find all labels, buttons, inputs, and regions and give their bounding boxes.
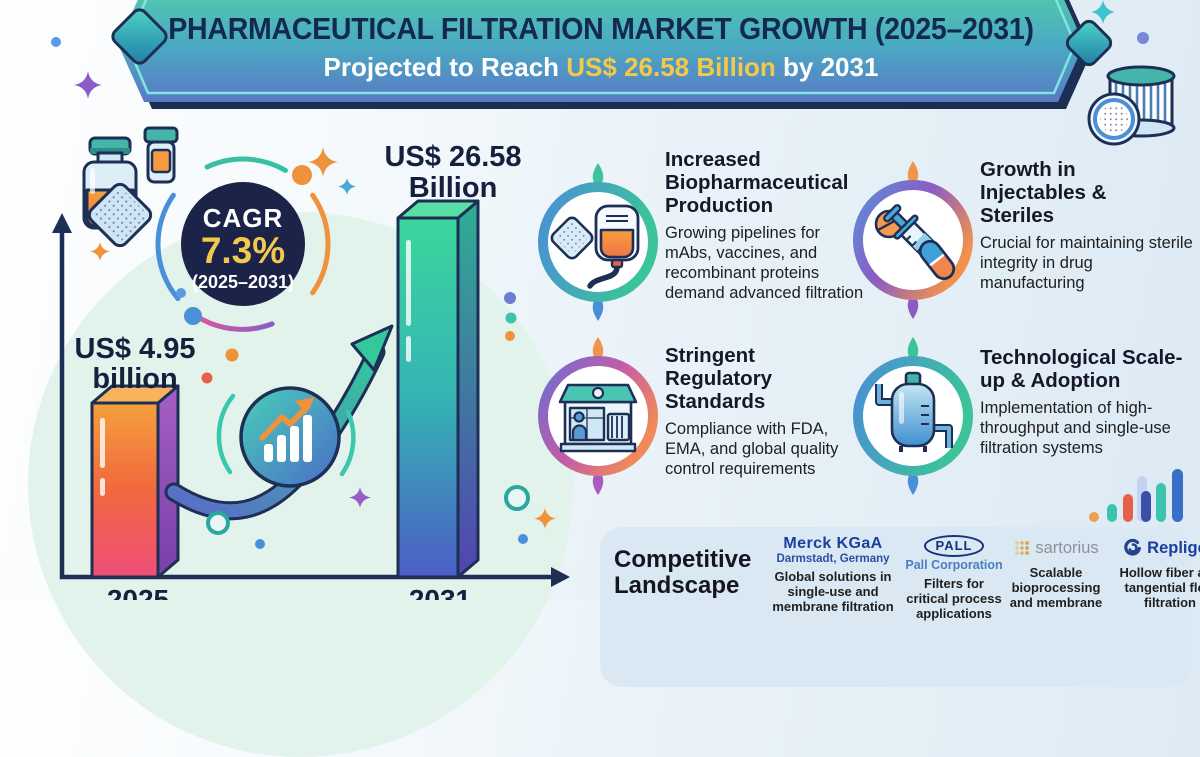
subtitle-highlight: US$ 26.58 Billion <box>566 52 776 82</box>
title-banner: PHARMACEUTICAL FILTRATION MARKET GROWTH … <box>118 0 1084 102</box>
banner-background <box>118 0 1084 102</box>
company-merck: Merck KGaA Darmstadt, Germany Global sol… <box>762 535 904 687</box>
growth-chart-icon <box>216 386 356 488</box>
subtitle-prefix: Projected to Reach <box>323 52 567 82</box>
page-subtitle: Projected to Reach US$ 26.58 Billion by … <box>118 52 1084 83</box>
bar-2025 <box>90 384 180 579</box>
pall-subtitle: Pall Corporation <box>905 558 1003 572</box>
chart-decor <box>90 147 556 549</box>
sartorius-dots-icon <box>1015 541 1030 555</box>
feature-title: Growth in Injectables & Steriles <box>980 158 1107 228</box>
feature-title: Stringent Regulatory Standards <box>665 344 773 414</box>
feature-description: Compliance with FDA, EMA, and global qua… <box>665 420 839 479</box>
bioreactor-tank-icon <box>853 337 973 495</box>
companies-row: Merck KGaA Darmstadt, Germany Global sol… <box>762 535 1200 687</box>
company-description: Scalable bioprocessing and membrane <box>1009 565 1103 611</box>
market-growth-chart: CAGR 7.3% (2025–2031) US$ 4.95 billion U… <box>52 126 570 600</box>
company-description: Filters for critical process application… <box>906 576 1002 622</box>
regulatory-building-icon <box>538 337 658 495</box>
bar1-value-line2: billion <box>92 363 177 395</box>
merck-subtitle: Darmstadt, Germany <box>776 553 890 565</box>
sparkle-icon <box>1091 0 1115 24</box>
feature-description: Growing pipelines for mAbs, vaccines, an… <box>665 224 864 303</box>
dot-icon <box>1137 32 1149 44</box>
bar2-value-line1: US$ 26.58 <box>384 141 521 173</box>
cagr-badge: CAGR 7.3% (2025–2031) <box>155 156 331 332</box>
growth-bars-icon <box>1089 469 1183 522</box>
dot-icon <box>51 37 61 47</box>
syringe-pill-capsule-icon <box>853 161 973 319</box>
repligen-swirl-icon <box>1124 538 1142 556</box>
feature-title: Technological Scale-up & Adoption <box>980 346 1183 393</box>
competitive-heading: Competitive Landscape <box>614 546 752 599</box>
merck-logo: Merck KGaA <box>783 535 883 552</box>
page-title: PHARMACEUTICAL FILTRATION MARKET GROWTH … <box>168 11 1034 46</box>
cagr-period: (2025–2031) <box>192 272 294 292</box>
subtitle-suffix: by 2031 <box>775 52 879 82</box>
vials-icon <box>82 126 179 248</box>
company-description: Hollow fiber and tangential flow filtrat… <box>1119 565 1200 611</box>
iv-bag-membrane-icon <box>538 163 658 321</box>
x-tick-2031: 2031 <box>409 584 471 600</box>
bar2-value-line2: Billion <box>409 172 498 204</box>
sparkle-icon <box>74 71 102 99</box>
pall-logo: PALL <box>923 535 985 557</box>
feature-title: Increased Biopharmaceutical Production <box>665 148 849 218</box>
feature-description: Implementation of high-throughput and si… <box>980 399 1171 458</box>
cagr-value: 7.3% <box>201 230 285 271</box>
chart-axes <box>52 213 570 587</box>
x-tick-2025: 2025 <box>107 584 169 600</box>
bar1-value-line1: US$ 4.95 <box>75 333 196 365</box>
cagr-label: CAGR <box>203 203 284 233</box>
repligen-logo: Repligen <box>1147 538 1200 557</box>
bar-2031 <box>396 199 480 579</box>
competitive-landscape-panel: Competitive Landscape Merck KGaA Darmsta… <box>600 527 1200 687</box>
company-description: Global solutions in single-use and membr… <box>772 569 894 615</box>
sparkle-decor-group <box>51 37 102 99</box>
company-sartorius: sartorius Scalable bioprocessing and mem… <box>1004 535 1108 687</box>
bar-value-labels: US$ 4.95 billion US$ 26.58 Billion 2025 … <box>75 141 522 600</box>
feature-description: Crucial for maintaining sterile integrit… <box>980 234 1193 293</box>
company-repligen: Repligen Hollow fiber and tangential flo… <box>1108 535 1200 687</box>
company-pall: PALL Pall Corporation Filters for critic… <box>904 535 1004 687</box>
filter-cartridge-icon <box>1087 65 1176 146</box>
sartorius-logo: sartorius <box>1035 538 1099 557</box>
sparkle-decor-group <box>1091 0 1149 44</box>
